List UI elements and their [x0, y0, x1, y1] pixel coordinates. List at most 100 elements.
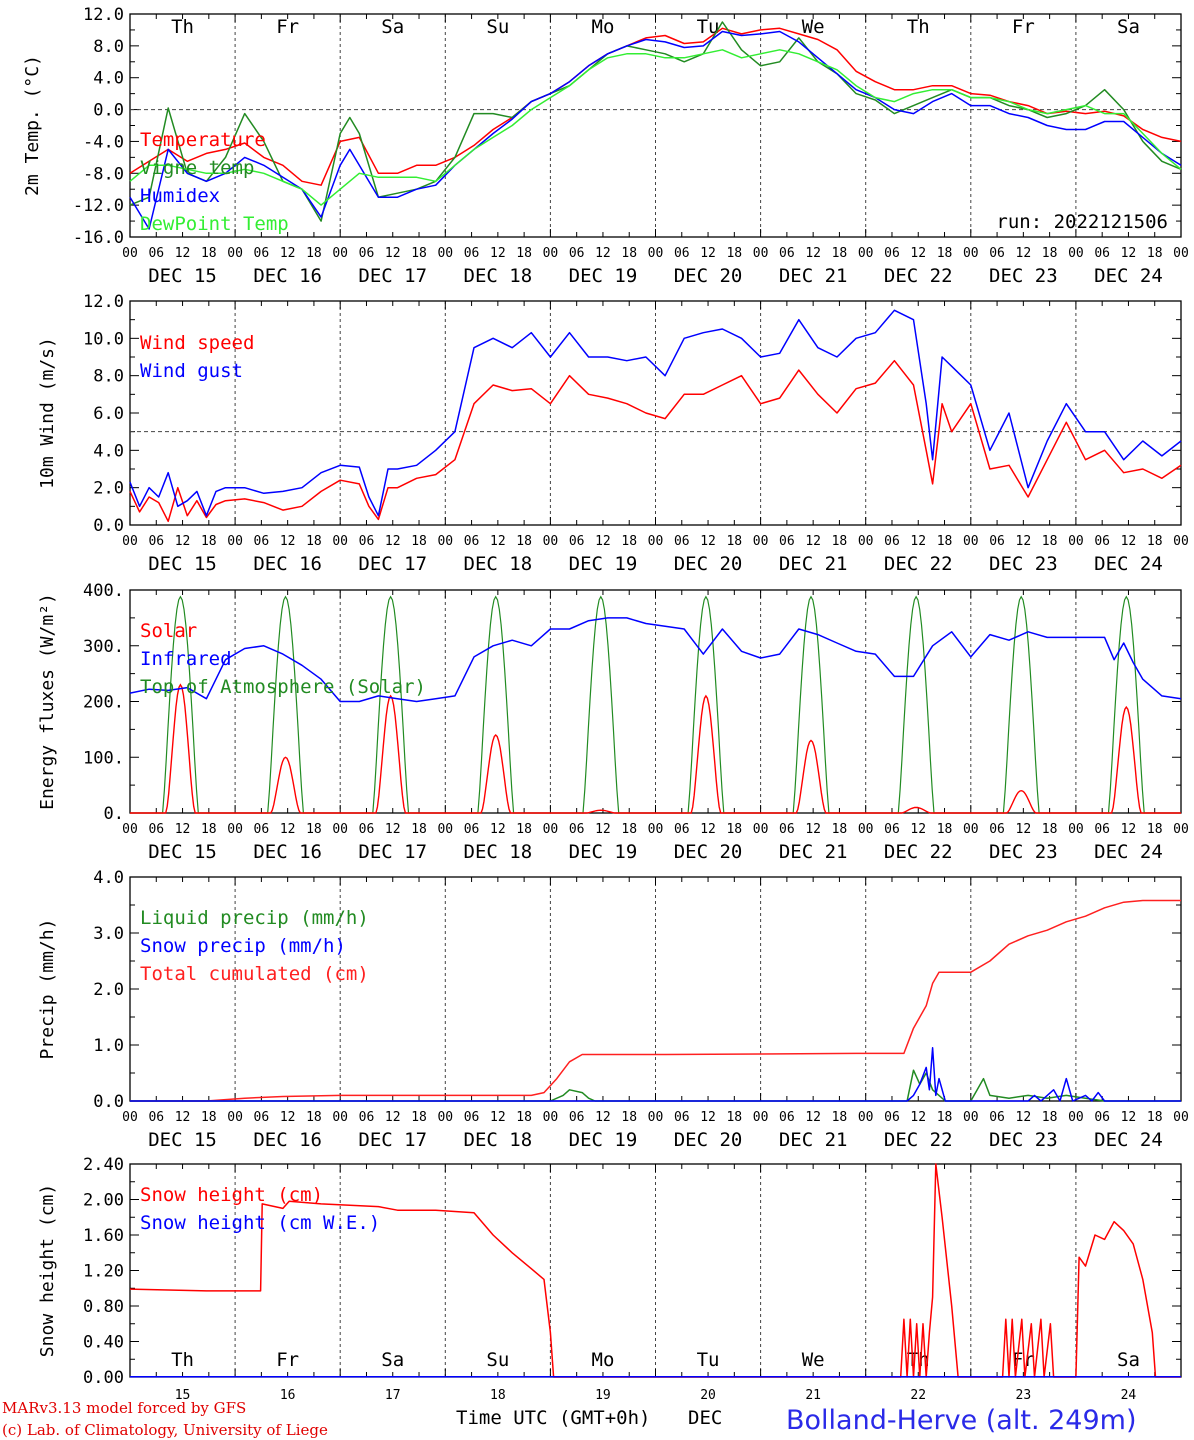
- hour-label: 18: [1042, 1110, 1058, 1125]
- weekday-label: Mo: [592, 16, 615, 38]
- date-label: DEC 22: [884, 1129, 953, 1151]
- hour-label: 00: [753, 534, 769, 549]
- weekday-label: We: [802, 1349, 825, 1371]
- hour-label: 06: [884, 534, 900, 549]
- hour-label: 18: [306, 246, 322, 261]
- date-label: DEC 18: [464, 553, 533, 575]
- legend-item: Snow height (cm W.E.): [140, 1212, 380, 1234]
- day-number-label: 17: [385, 1388, 401, 1403]
- hour-label: 18: [726, 822, 742, 837]
- hour-label: 12: [1016, 822, 1032, 837]
- date-label: DEC 23: [989, 553, 1058, 575]
- hour-label: 00: [122, 1110, 138, 1125]
- day-number-label: 21: [805, 1388, 821, 1403]
- hour-label: 06: [779, 822, 795, 837]
- date-label: DEC 21: [779, 841, 848, 863]
- hour-label: 18: [411, 534, 427, 549]
- y-tick-label: 0.80: [83, 1297, 124, 1317]
- panel-energy: 400. 300. 200. 100. 0. Energy fluxes (W/m²) 00…: [37, 581, 1189, 863]
- hour-label: 12: [385, 822, 401, 837]
- hour-label: 00: [1173, 246, 1189, 261]
- legend-item: Snow precip (mm/h): [140, 935, 346, 957]
- weekday-label: Th: [171, 16, 194, 38]
- hour-label: 06: [569, 822, 585, 837]
- hour-label: 18: [937, 534, 953, 549]
- hour-label: 06: [254, 822, 270, 837]
- y-tick-label: 2.0: [93, 479, 124, 499]
- hour-label: 18: [937, 246, 953, 261]
- weekday-label: Sa: [1117, 1349, 1140, 1371]
- hour-label: 06: [359, 822, 375, 837]
- weekday-label: Mo: [592, 1349, 615, 1371]
- hour-label: 18: [1042, 822, 1058, 837]
- hour-label: 18: [516, 534, 532, 549]
- hour-label: 18: [621, 822, 637, 837]
- hour-label: 00: [753, 1110, 769, 1125]
- date-label: DEC 18: [464, 265, 533, 287]
- plot-frame: [129, 300, 1182, 526]
- date-label: DEC 20: [674, 1129, 743, 1151]
- hour-label: 06: [464, 822, 480, 837]
- y-axis-label: Snow height (cm): [37, 1184, 58, 1357]
- hour-label: 18: [201, 246, 217, 261]
- hour-label: 00: [648, 1110, 664, 1125]
- footer-line2: (c) Lab. of Climatology, University of L…: [2, 1421, 328, 1439]
- date-label: DEC 24: [1094, 1129, 1163, 1151]
- weekday-label: Tu: [697, 16, 720, 38]
- weekday-label: Fr: [276, 16, 299, 38]
- date-label: DEC 19: [569, 841, 638, 863]
- date-label: DEC 19: [569, 265, 638, 287]
- hour-label: 12: [700, 822, 716, 837]
- hour-label: 18: [832, 246, 848, 261]
- hour-label: 00: [227, 534, 243, 549]
- y-tick-label: 12.0: [83, 5, 124, 25]
- y-tick-label: 10.0: [83, 329, 124, 349]
- hour-label: 18: [1147, 1110, 1163, 1125]
- legend-item: Liquid precip (mm/h): [140, 907, 369, 929]
- hour-label: 00: [437, 246, 453, 261]
- y-tick-label: 2.0: [93, 980, 124, 1000]
- hour-label: 00: [858, 1110, 874, 1125]
- day-number-label: 19: [595, 1388, 611, 1403]
- hour-label: 12: [280, 246, 296, 261]
- hour-label: 00: [332, 534, 348, 549]
- date-label: DEC 16: [253, 1129, 322, 1151]
- legend-item: Infrared: [140, 648, 232, 670]
- date-label: DEC 22: [884, 265, 953, 287]
- hour-label: 18: [411, 246, 427, 261]
- hour-label: 00: [227, 1110, 243, 1125]
- hour-label: 00: [122, 822, 138, 837]
- hour-label: 06: [674, 822, 690, 837]
- hour-label: 18: [306, 1110, 322, 1125]
- y-axis-label: Precip (mm/h): [37, 919, 58, 1060]
- hour-label: 00: [963, 534, 979, 549]
- panel-snow: 2.40 2.00 1.60 1.20 0.80 0.40 0.00 Snow height …: [37, 1155, 1182, 1403]
- hour-label: 18: [937, 822, 953, 837]
- series-wind-gust: [129, 309, 1182, 517]
- hour-label: 00: [543, 822, 559, 837]
- hour-label: 06: [254, 246, 270, 261]
- date-label: DEC 17: [358, 841, 427, 863]
- y-tick-label: 2.40: [83, 1155, 124, 1175]
- panel-wind: 12.0 10.0 8.0 6.0 4.0 2.0 0.0 10m Wind (m/s) 00 0…: [37, 292, 1189, 575]
- hour-label: 12: [805, 534, 821, 549]
- hour-label: 00: [1173, 822, 1189, 837]
- hour-label: 00: [1068, 534, 1084, 549]
- series-wind-speed: [129, 359, 1182, 523]
- date-label: DEC 23: [989, 265, 1058, 287]
- hour-label: 12: [595, 822, 611, 837]
- date-label: DEC 16: [253, 841, 322, 863]
- panel-temp: 12.0 8.0 4.0 0.0 -4.0 -8.0 -12.0 -16.0 2m Temp. …: [22, 5, 1189, 287]
- date-label: DEC 17: [358, 1129, 427, 1151]
- hour-label: 06: [1094, 534, 1110, 549]
- hour-label: 12: [1121, 246, 1137, 261]
- hour-label: 12: [175, 246, 191, 261]
- y-tick-label: 0.00: [83, 1368, 124, 1388]
- y-tick-label: 4.0: [93, 868, 124, 888]
- weekday-label: Sa: [1117, 16, 1140, 38]
- y-tick-label: 200.: [83, 693, 124, 713]
- x-axis-title: Time UTC (GMT+0h): [456, 1407, 650, 1429]
- hour-label: 06: [359, 534, 375, 549]
- y-axis-label: Energy fluxes (W/m²): [37, 593, 58, 810]
- hour-label: 00: [963, 1110, 979, 1125]
